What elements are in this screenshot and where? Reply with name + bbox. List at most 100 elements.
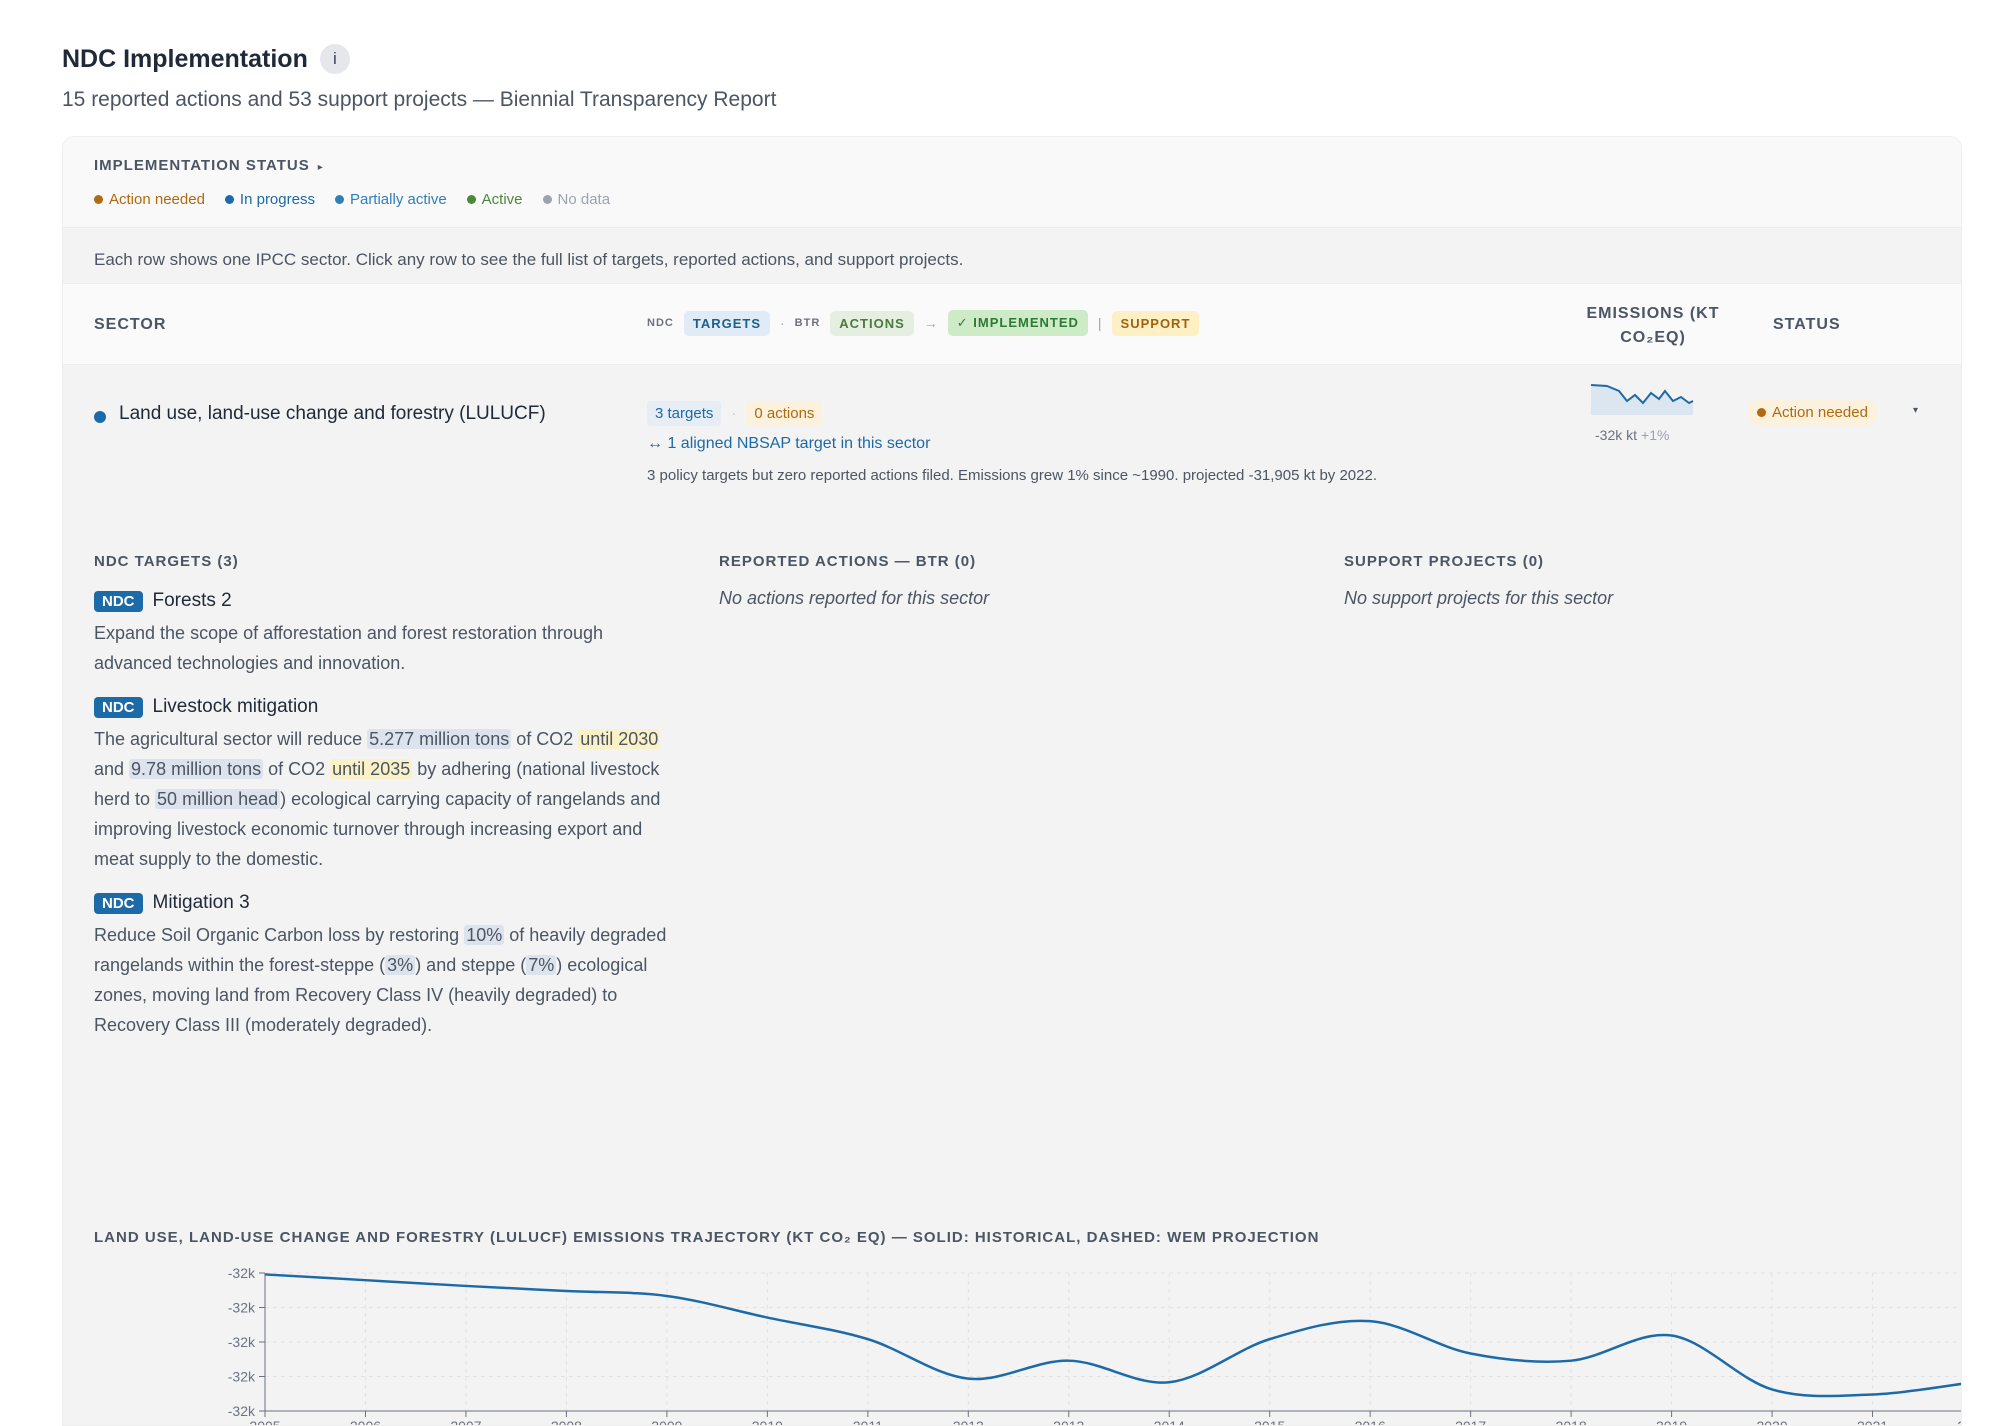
targets-count-badge: 3 targets: [647, 401, 722, 426]
y-tick-label: -32k: [228, 1369, 256, 1385]
status-label: Action needed: [1772, 404, 1868, 421]
support-projects-header: SUPPORT PROJECTS (0): [1344, 553, 1545, 570]
x-tick-label: 2005: [249, 1418, 280, 1426]
pipeline-legend: NDC TARGETS · BTR ACTIONS → ✓ IMPLEMENTE…: [647, 310, 1200, 336]
target-description: Reduce Soil Organic Carbon loss by resto…: [94, 925, 667, 1035]
x-tick-label: 2012: [953, 1418, 984, 1426]
row-badges: 3 targets · 0 actions: [647, 401, 823, 426]
highlight-quantity: 9.78 million tons: [129, 759, 264, 779]
legend-label: Active: [481, 191, 523, 208]
info-icon[interactable]: i: [319, 44, 350, 74]
x-tick-label: 2009: [651, 1418, 682, 1426]
highlight-quantity: 7%: [526, 955, 557, 975]
target-name: Mitigation 3: [152, 892, 250, 913]
status-dot: [1757, 408, 1766, 417]
x-tick-label: 2017: [1455, 1418, 1486, 1426]
target-name: Forests 2: [152, 590, 232, 611]
highlight-quantity: 3%: [385, 955, 416, 975]
legend-item: Action needed: [94, 191, 205, 208]
arrow-right-icon: →: [923, 315, 938, 331]
emissions-sparkline: [1590, 384, 1694, 415]
badge-separator: ·: [731, 405, 737, 422]
highlight-quantity: 10%: [464, 925, 505, 945]
chevron-down-icon[interactable]: ▾: [1913, 405, 1919, 416]
y-tick-label: -32k: [228, 1265, 256, 1281]
highlight-deadline: until 2030: [578, 729, 661, 749]
legend-dot: [542, 195, 552, 204]
x-tick-label: 2008: [551, 1418, 582, 1426]
legend-title: IMPLEMENTATION STATUS: [94, 157, 310, 174]
legend-label: Partially active: [349, 191, 447, 208]
x-tick-label: 2015: [1254, 1418, 1285, 1426]
target-item: NDC Mitigation 3 Reduce Soil Organic Car…: [94, 892, 684, 1040]
legend-dot: [334, 195, 344, 204]
page-header: NDC Implementation i 15 reported actions…: [62, 44, 776, 112]
legend-items: Action needed In progress Partially active…: [94, 191, 610, 208]
actions-pill: ACTIONS: [830, 310, 914, 336]
status-badge: Action needed: [1747, 399, 1878, 426]
x-tick-label: 2016: [1355, 1418, 1386, 1426]
x-tick-label: 2020: [1756, 1418, 1787, 1426]
support-empty-state: No support projects for this sector: [1344, 588, 1614, 608]
caret-right-icon: ▸: [317, 162, 324, 173]
highlight-quantity: 50 million head: [155, 789, 281, 809]
column-header-emissions: EMISSIONS (KT CO₂EQ): [1586, 305, 1720, 346]
sparkline-value: -32k kt: [1595, 427, 1638, 443]
nbsap-link[interactable]: ↔ 1 aligned NBSAP target in this sector: [647, 435, 931, 452]
x-tick-label: 2013: [1053, 1418, 1084, 1426]
target-description: Expand the scope of afforestation and fo…: [94, 623, 604, 673]
legend-toggle[interactable]: IMPLEMENTATION STATUS ▸: [94, 157, 324, 174]
x-tick-label: 2022: [1957, 1418, 1962, 1426]
sector-row-lulucf[interactable]: Land use, land-use change and forestry (…: [63, 365, 1962, 1426]
reported-actions-header: REPORTED ACTIONS — BTR (0): [719, 553, 977, 570]
legend-item: Active: [466, 191, 523, 208]
legend-item: Partially active: [334, 191, 447, 208]
y-tick-label: -32k: [228, 1403, 256, 1419]
x-tick-label: 2019: [1656, 1418, 1687, 1426]
column-header-sector: SECTOR: [94, 316, 167, 333]
target-description: The agricultural sector will reduce 5.27…: [94, 729, 661, 869]
legend-item: No data: [542, 191, 611, 208]
legend-dot: [224, 195, 234, 204]
btr-label: BTR: [794, 317, 821, 329]
legend-item: In progress: [224, 191, 315, 208]
help-text: Each row shows one IPCC sector. Click an…: [94, 250, 964, 269]
sparkline-caption: -32k kt +1%: [1595, 427, 1669, 443]
legend-label: No data: [557, 191, 611, 208]
historical-series-line: [264, 1273, 1961, 1398]
y-tick-label: -32k: [228, 1334, 256, 1350]
x-tick-label: 2006: [350, 1418, 381, 1426]
ndc-targets-column: NDC TARGETS (3) NDC Forests 2 Expand the…: [94, 553, 684, 1040]
x-tick-label: 2011: [853, 1418, 883, 1426]
legend-dot: [466, 195, 476, 204]
legend-label: Action needed: [109, 191, 205, 208]
legend-dot: [94, 195, 103, 204]
pipeline-divider: |: [1097, 315, 1102, 331]
page-title: NDC Implementation: [62, 44, 308, 73]
y-tick-label: -32k: [228, 1300, 256, 1316]
support-pill: SUPPORT: [1111, 310, 1200, 336]
x-tick-label: 2010: [752, 1418, 783, 1426]
highlight-quantity: 5.277 million tons: [367, 729, 512, 749]
sparkline-change: +1%: [1641, 427, 1670, 443]
target-item: NDC Forests 2 Expand the scope of affore…: [94, 590, 684, 678]
target-name: Livestock mitigation: [152, 696, 319, 717]
support-projects-column: SUPPORT PROJECTS (0) No support projects…: [1344, 553, 1934, 609]
highlight-deadline: until 2035: [330, 759, 413, 779]
targets-pill: TARGETS: [683, 310, 770, 336]
ndc-tag: NDC: [94, 590, 143, 612]
ndc-tag: NDC: [94, 696, 143, 718]
sector-note: 3 policy targets but zero reported actio…: [647, 467, 1377, 484]
ndc-tag: NDC: [94, 892, 143, 914]
status-legend: IMPLEMENTATION STATUS ▸ Action needed In p…: [63, 137, 1961, 227]
target-item: NDC Livestock mitigation The agricultura…: [94, 696, 684, 874]
x-tick-label: 2014: [1154, 1418, 1185, 1426]
page-subtitle: 15 reported actions and 53 support proje…: [62, 88, 777, 111]
x-tick-label: 2018: [1556, 1418, 1587, 1426]
actions-count-badge: 0 actions: [746, 401, 823, 426]
ndc-targets-header: NDC TARGETS (3): [94, 553, 239, 570]
sector-name: Land use, land-use change and forestry (…: [119, 403, 546, 424]
legend-label: In progress: [239, 191, 315, 208]
column-header-status: STATUS: [1773, 316, 1841, 333]
